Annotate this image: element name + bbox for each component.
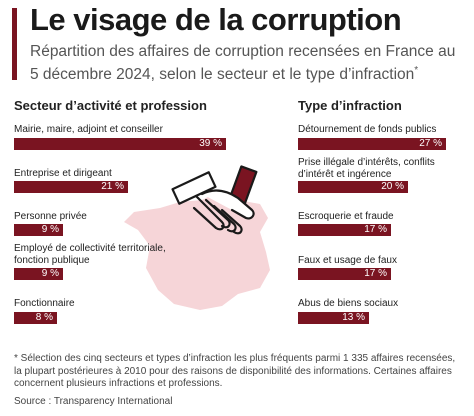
offense-value-label: 13 %: [342, 312, 365, 323]
handshake-icon: [171, 165, 258, 235]
sector-bar: [14, 224, 63, 236]
offense-bar: [298, 268, 391, 280]
footnote: * Sélection des cinq secteurs et types d…: [14, 353, 456, 389]
offense-bar: [298, 312, 369, 324]
offense-value-label: 20 %: [381, 181, 404, 192]
sector-category-label: Mairie, maire, adjoint et conseiller: [14, 124, 163, 135]
offense-category-label: Escroquerie et fraude: [298, 211, 394, 222]
offense-bar: [298, 138, 446, 150]
offense-bar: [298, 224, 391, 236]
subtitle-footnote-mark: *: [414, 65, 419, 76]
chart-title: Le visage de la corruption: [30, 2, 402, 37]
offense-category-label: Abus de biens sociaux: [298, 298, 399, 309]
offense-value-label: 17 %: [364, 268, 387, 279]
sector-bar: [14, 312, 57, 324]
sector-category-label: Employé de collectivité territoriale, fo…: [14, 243, 166, 266]
sector-bar: [14, 268, 63, 280]
handshake-map-illustration: [124, 165, 270, 310]
offense-value-label: 17 %: [364, 224, 387, 235]
sector-value-label: 8 %: [35, 312, 53, 323]
title-accent-bar: [12, 8, 17, 80]
sector-category-label: Fonctionnaire: [14, 298, 75, 309]
sector-category-label: Entreprise et dirigeant: [14, 168, 112, 179]
sector-value-label: 9 %: [41, 268, 59, 279]
offense-category-label: Prise illégale d’intérêts, conflits d’in…: [298, 157, 435, 180]
sector-column-title: Secteur d’activité et profession: [14, 98, 207, 113]
sector-category-label: Personne privée: [14, 211, 87, 222]
chart-subtitle: Répartition des affaires de corruption r…: [30, 42, 466, 84]
offense-value-label: 27 %: [419, 138, 442, 149]
offense-category-label: Détournement de fonds publics: [298, 124, 437, 135]
subtitle-text: Répartition des affaires de corruption r…: [30, 43, 456, 84]
sector-bar: [14, 181, 128, 193]
sector-value-label: 39 %: [199, 138, 222, 149]
sector-value-label: 9 %: [41, 224, 59, 235]
source-note: Source : Transparency International: [14, 396, 173, 407]
offense-bar: [298, 181, 408, 193]
offense-column-title: Type d’infraction: [298, 98, 402, 113]
sector-value-label: 21 %: [101, 181, 124, 192]
offense-category-label: Faux et usage de faux: [298, 255, 397, 266]
sector-bar: [14, 138, 226, 150]
